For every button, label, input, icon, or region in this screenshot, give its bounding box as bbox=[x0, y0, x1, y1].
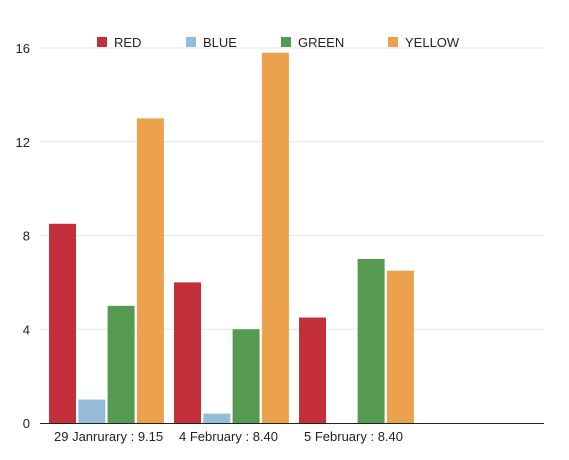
gridlines bbox=[40, 47, 544, 330]
bars bbox=[49, 52, 414, 423]
bar-green-0 bbox=[107, 305, 135, 423]
bar-green-2 bbox=[357, 258, 385, 423]
bar-yellow-2 bbox=[386, 270, 414, 423]
legend-swatch-blue bbox=[186, 37, 196, 47]
bar-yellow-0 bbox=[136, 118, 164, 423]
bar-yellow-1 bbox=[261, 52, 289, 423]
bar-red-0 bbox=[49, 223, 76, 423]
x-axis-tick-labels: 29 Janrurary : 9.15 4 February : 8.40 5 Fe… bbox=[54, 429, 403, 444]
x-tick-label-1: 4 February : 8.40 bbox=[179, 429, 278, 444]
bar-red-1 bbox=[174, 282, 201, 423]
legend-swatch-yellow bbox=[388, 37, 398, 47]
legend-label-yellow: YELLOW bbox=[405, 35, 460, 50]
y-axis-tick-labels: 0 4 8 12 16 bbox=[16, 41, 30, 431]
legend-label-red: RED bbox=[114, 35, 141, 50]
legend-label-blue: BLUE bbox=[203, 35, 237, 50]
bar-blue-1 bbox=[203, 413, 231, 423]
bar-green-1 bbox=[232, 329, 260, 423]
x-tick-label-2: 5 February : 8.40 bbox=[304, 429, 403, 444]
x-tick-label-0: 29 Janrurary : 9.15 bbox=[54, 429, 163, 444]
bar-blue-0 bbox=[78, 399, 106, 423]
legend-swatch-green bbox=[281, 37, 291, 47]
bar-red-2 bbox=[299, 317, 326, 423]
legend: RED BLUE GREEN YELLOW bbox=[97, 35, 460, 50]
y-tick-label-12: 12 bbox=[16, 135, 30, 150]
legend-label-green: GREEN bbox=[298, 35, 344, 50]
legend-swatch-red bbox=[97, 37, 107, 47]
y-tick-label-16: 16 bbox=[16, 41, 30, 56]
y-tick-label-8: 8 bbox=[23, 229, 30, 244]
y-tick-label-4: 4 bbox=[23, 322, 30, 337]
y-tick-label-0: 0 bbox=[23, 416, 30, 431]
